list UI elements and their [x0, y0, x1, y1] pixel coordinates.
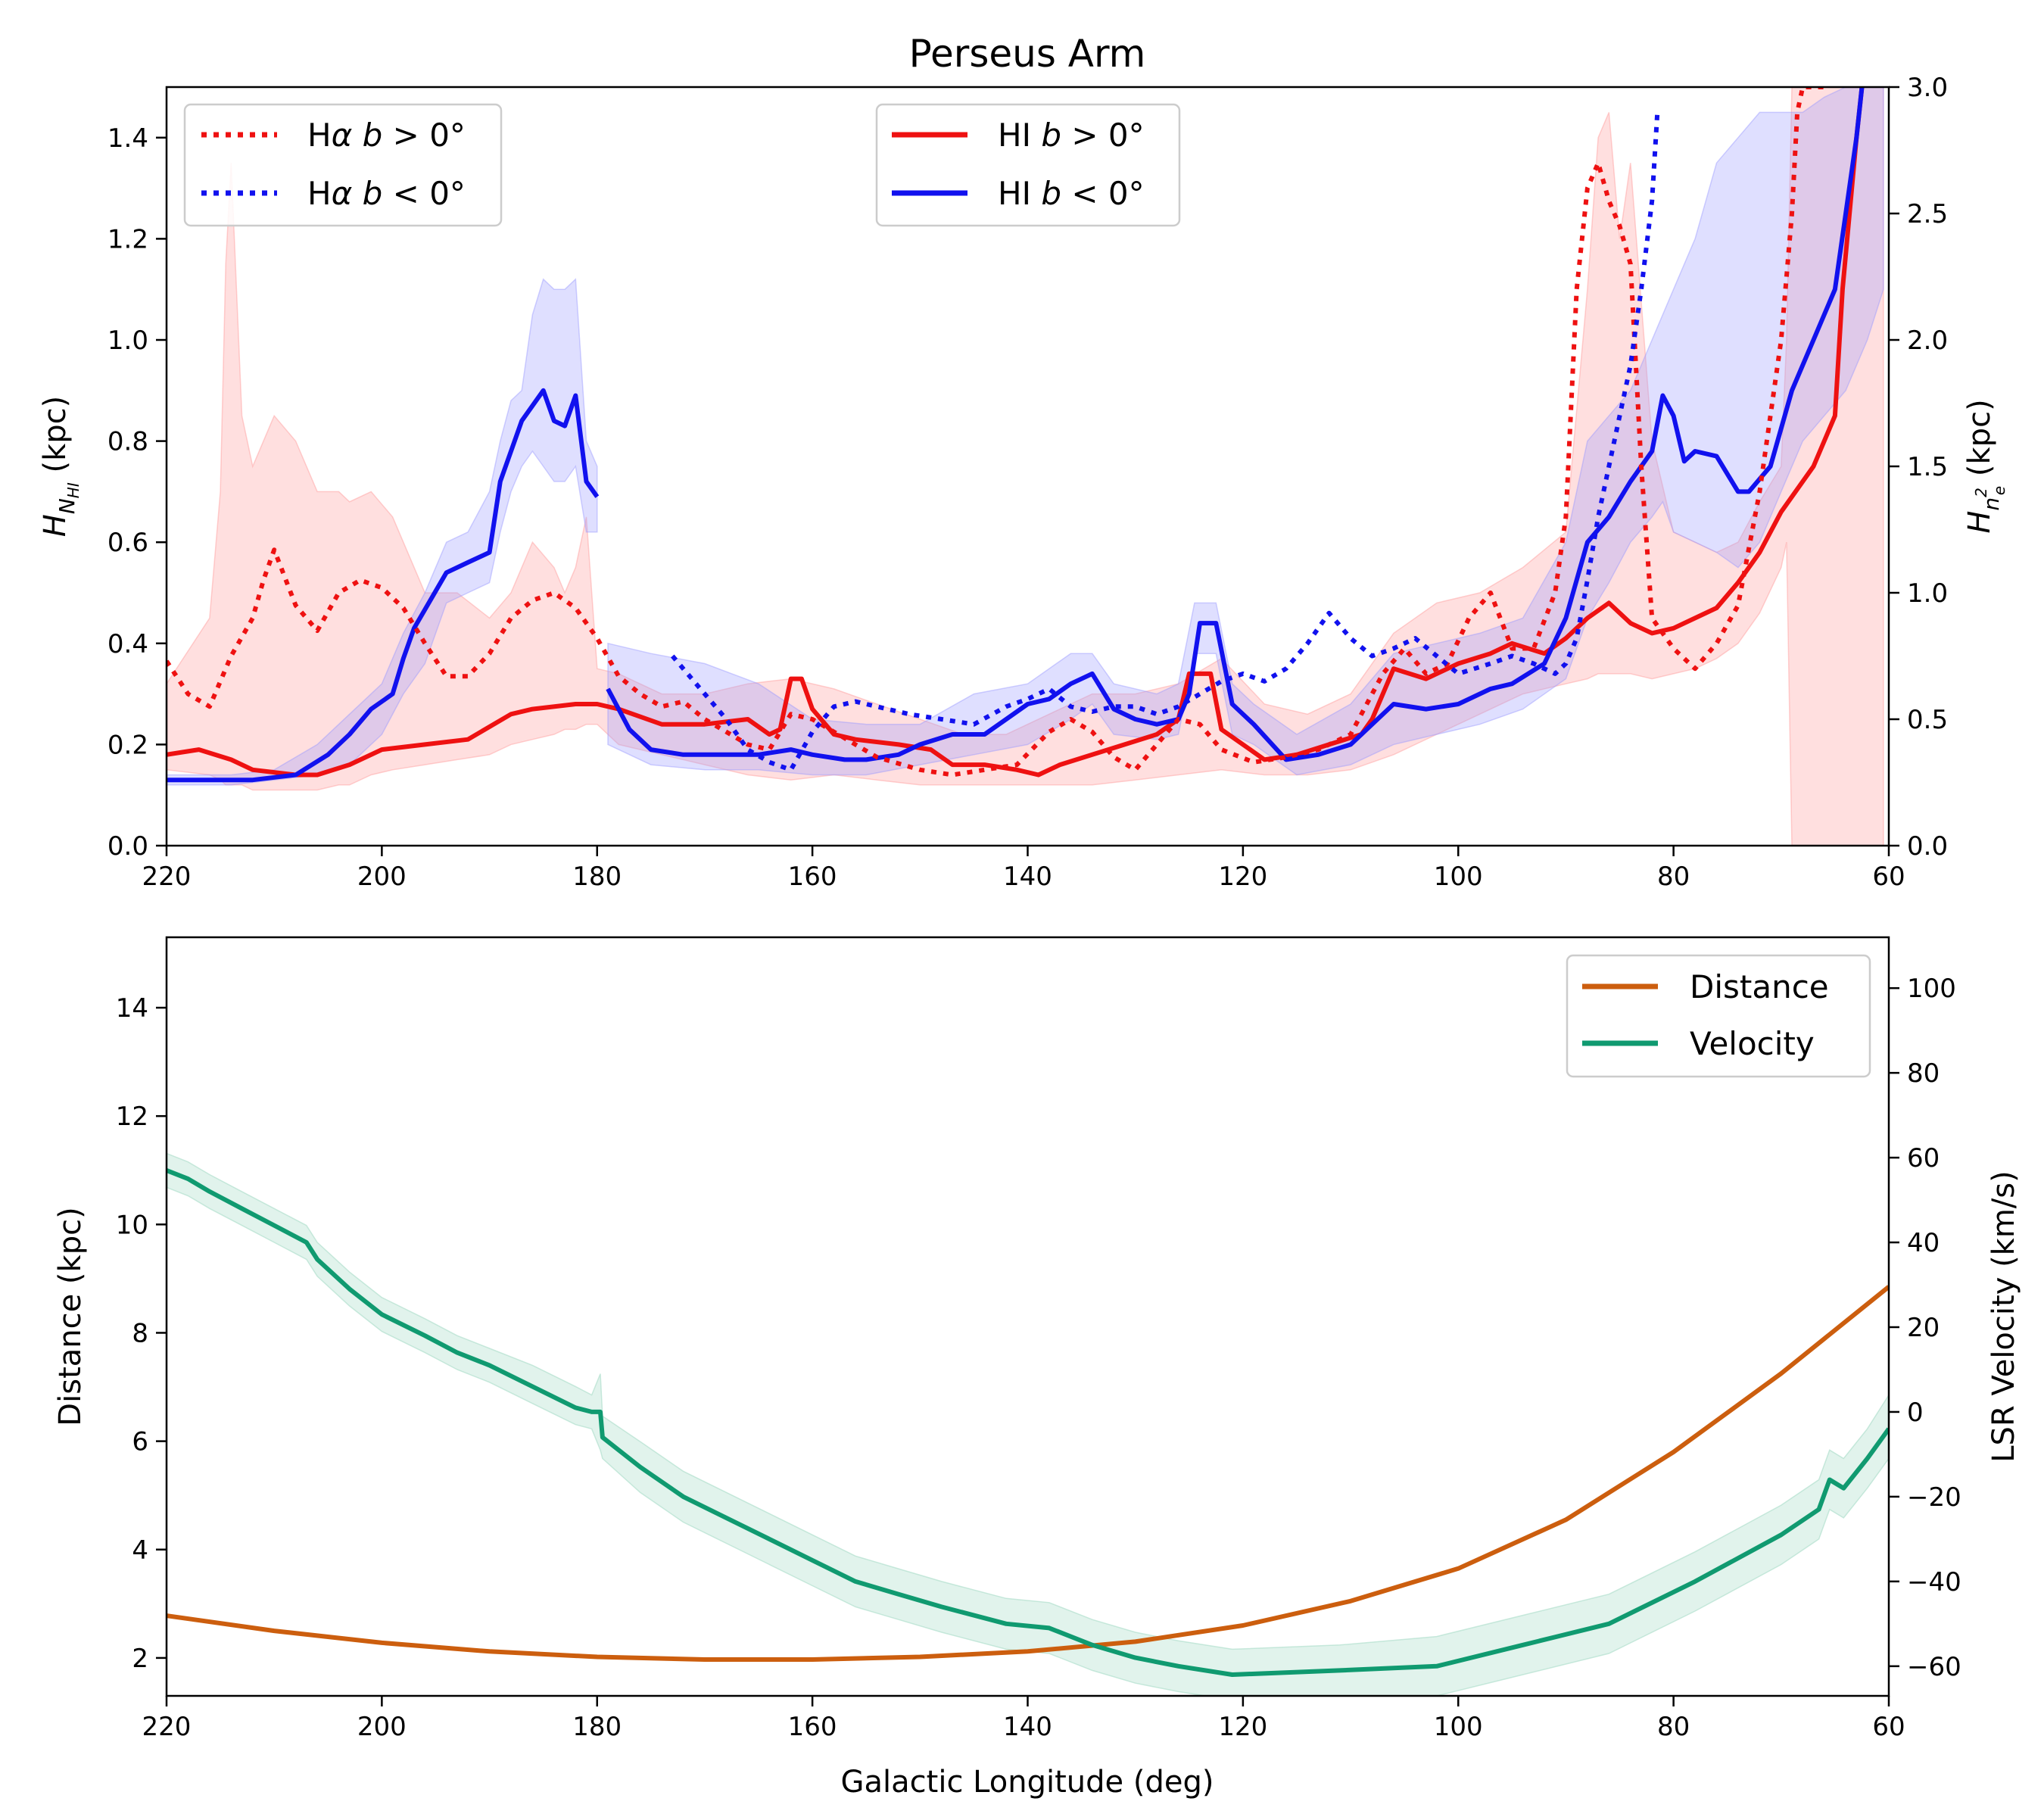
x-tick-label-200: 200: [357, 862, 407, 892]
top-y2-label-sup: 2: [1972, 488, 1990, 497]
y2-tick-label-0: 0: [1907, 1398, 1924, 1428]
legend-distance-label: Distance: [1690, 968, 1829, 1005]
y-tick-label-1.2: 1.2: [107, 224, 148, 254]
y-tick-label-0: 0.0: [107, 831, 148, 862]
top-y2-label-main: H: [1962, 511, 1997, 534]
top-bands: [167, 87, 1884, 846]
y-tick-label-2: 2: [132, 1644, 148, 1674]
bottom-bands: [167, 1152, 1889, 1696]
y2-tick-label-60: 60: [1907, 1143, 1940, 1173]
x-tick-label-140: 140: [1003, 1712, 1052, 1742]
y2-tick-label-40: 40: [1907, 1228, 1940, 1258]
y2-tick-label-0: 0.0: [1907, 831, 1948, 862]
y-tick-label-0.4: 0.4: [107, 629, 148, 659]
top-y2-label-unit: (kpc): [1962, 399, 1997, 485]
x-tick-label-140: 140: [1003, 862, 1052, 892]
y-tick-label-14: 14: [116, 993, 148, 1024]
top-panel: 220 200 180 160 140 120 100 80 60 0.00.20.40.60.…: [38, 73, 2008, 892]
y2-tick-label-80: 80: [1907, 1058, 1940, 1089]
legend-hi-neg-label: HI b < 0°: [998, 175, 1145, 212]
y-tick-label-8: 8: [132, 1318, 148, 1348]
y-tick-label-6: 6: [132, 1427, 148, 1457]
series-line-velocity: [167, 1168, 1889, 1677]
bottom-x-ticks: 220 200 180 160 140 120 100 80 60: [142, 1696, 1905, 1742]
x-tick-label-80: 80: [1657, 1712, 1690, 1742]
bottom-y2-axis-label: LSR Velocity (km/s): [1986, 1170, 2021, 1462]
top-y2-label-subsub: e: [1990, 486, 2008, 495]
legend-halpha: Hα b > 0° Hα b < 0°: [183, 103, 503, 227]
top-y-axis-label: HNHI (kpc): [38, 396, 83, 537]
y-tick-label-0.8: 0.8: [107, 427, 148, 457]
y-tick-label-0.2: 0.2: [107, 730, 148, 760]
top-y2-axis-label: Hn2e (kpc): [1962, 399, 2008, 533]
legend-hi: HI b > 0° HI b < 0°: [875, 103, 1181, 227]
top-y-label-subsub: HI: [64, 482, 83, 498]
top-y-label-main: H: [38, 514, 73, 537]
top-x-ticks: 220 200 180 160 140 120 100 80 60: [142, 846, 1905, 892]
y2-tick-label--20: −20: [1907, 1482, 1961, 1513]
x-tick-label-60: 60: [1872, 1712, 1905, 1742]
series-line-2: [606, 87, 1865, 762]
x-tick-label-220: 220: [142, 1712, 192, 1742]
y-tick-label-1: 1.0: [107, 326, 148, 356]
bottom-lines: [167, 1168, 1889, 1677]
legend-velocity-label: Velocity: [1690, 1025, 1815, 1062]
x-tick-label-160: 160: [788, 1712, 837, 1742]
series-line-distance: [167, 1285, 1889, 1662]
series-line-0: [167, 87, 1865, 778]
bottom-y-ticks: 2 4 6 8 10 12 14: [116, 993, 167, 1674]
x-tick-label-200: 200: [357, 1712, 407, 1742]
velocity-band: [167, 1152, 1889, 1696]
x-tick-label-100: 100: [1434, 1712, 1483, 1742]
top-y2-ticks: 0.0 0.5 1.0 1.5 2.0 2.5 3.0: [1889, 73, 1948, 862]
series-line-1: [167, 388, 600, 783]
x-tick-label-100: 100: [1434, 862, 1483, 892]
y-tick-label-12: 12: [116, 1102, 148, 1132]
uncertainty-band-2: [607, 87, 1884, 776]
y2-tick-label--40: −40: [1907, 1567, 1961, 1597]
y2-tick-label-20: 20: [1907, 1313, 1940, 1343]
x-tick-label-80: 80: [1657, 862, 1690, 892]
y2-tick-label-100: 100: [1907, 974, 1956, 1004]
top-y-label-sub: N: [55, 498, 79, 514]
legend-halpha-neg-label: Hα b < 0°: [307, 175, 466, 212]
series-line-4: [671, 112, 1660, 772]
y-tick-label-4: 4: [132, 1535, 148, 1566]
bottom-y2-ticks: −60 −40 −20 0 20 40 60 80 100: [1889, 974, 1961, 1682]
legend-hi-pos-label: HI b > 0°: [998, 117, 1145, 154]
y2-tick-label-3: 3.0: [1907, 73, 1948, 103]
uncertainty-band-1: [167, 278, 598, 786]
series-line-3: [167, 87, 1824, 778]
y-tick-label-10: 10: [116, 1210, 148, 1240]
uncertainty-band-0: [167, 87, 1884, 846]
chart-title: Perseus Arm: [909, 32, 1146, 76]
top-lines: [167, 87, 1865, 783]
y2-tick-label-2.5: 2.5: [1907, 199, 1948, 229]
x-tick-label-120: 120: [1218, 862, 1267, 892]
legend-halpha-pos-label: Hα b > 0°: [307, 117, 466, 154]
y2-tick-label-2: 2.0: [1907, 326, 1948, 356]
x-tick-label-220: 220: [142, 862, 192, 892]
x-tick-label-180: 180: [572, 862, 622, 892]
top-y-label-unit: (kpc): [38, 396, 73, 482]
x-axis-label: Galactic Longitude (deg): [841, 1765, 1214, 1800]
y-tick-label-1.4: 1.4: [107, 123, 148, 154]
x-tick-label-60: 60: [1872, 862, 1905, 892]
y2-tick-label-1: 1.0: [1907, 578, 1948, 609]
x-tick-label-180: 180: [572, 1712, 622, 1742]
bottom-y-axis-label: Distance (kpc): [53, 1207, 88, 1426]
y2-tick-label-0.5: 0.5: [1907, 705, 1948, 735]
top-y-ticks: 0.0 0.2 0.4 0.6 0.8 1.0 1.2 1.4: [107, 123, 167, 862]
legend-bottom: Distance Velocity: [1566, 954, 1871, 1078]
y2-tick-label--60: −60: [1907, 1652, 1961, 1682]
x-tick-label-160: 160: [788, 862, 837, 892]
y2-tick-label-1.5: 1.5: [1907, 452, 1948, 482]
x-tick-label-120: 120: [1218, 1712, 1267, 1742]
y-tick-label-0.6: 0.6: [107, 528, 148, 558]
top-y2-label-sub: n: [1979, 497, 2004, 511]
